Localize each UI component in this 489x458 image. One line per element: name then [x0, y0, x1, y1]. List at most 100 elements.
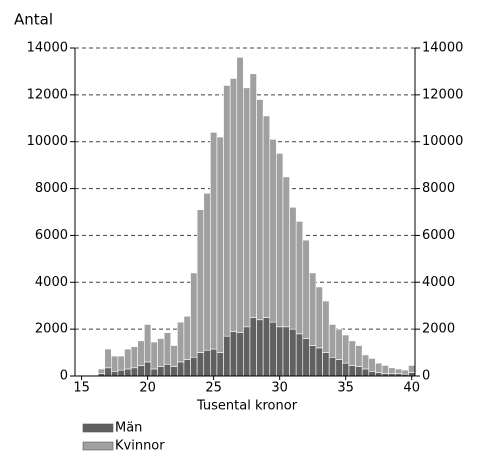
y2-tick-label: 8000 — [422, 181, 455, 196]
bar — [328, 356, 337, 377]
bar — [315, 286, 323, 349]
bar — [348, 365, 356, 377]
y-tick-label: 6000 — [35, 228, 68, 243]
bar — [117, 355, 125, 371]
bar — [190, 272, 198, 358]
bar — [137, 340, 145, 366]
legend-label: Kvinnor — [115, 439, 165, 454]
bar — [361, 354, 370, 370]
bar — [381, 365, 389, 374]
bar — [256, 99, 264, 321]
y-axis-title: Antal — [14, 11, 53, 29]
bar — [137, 365, 145, 377]
bar — [309, 272, 317, 346]
bar — [223, 335, 231, 377]
bar — [394, 368, 403, 374]
bar — [157, 338, 165, 367]
bar — [269, 321, 277, 377]
y-tick-label: 12000 — [27, 87, 68, 102]
bar — [144, 324, 152, 363]
bar — [282, 176, 290, 328]
bar — [111, 371, 119, 377]
legend-label: Män — [115, 421, 142, 436]
bar — [144, 361, 152, 377]
bar — [335, 328, 343, 360]
bar — [269, 139, 277, 323]
bar — [322, 352, 330, 377]
y2-tick-label: 0 — [422, 369, 430, 384]
bar — [177, 321, 185, 363]
y2-tick-label: 12000 — [422, 87, 463, 102]
bar — [355, 366, 363, 377]
bar — [276, 153, 284, 328]
y-tick-label: 10000 — [27, 134, 68, 149]
bar — [91, 374, 99, 376]
bar — [302, 239, 310, 339]
bar — [309, 345, 317, 377]
bar — [289, 207, 297, 330]
bar — [130, 346, 139, 369]
bar — [295, 221, 304, 335]
legend-swatch — [82, 441, 114, 451]
y-tick-label: 8000 — [35, 181, 68, 196]
y2-tick-label: 14000 — [422, 41, 463, 56]
bar — [216, 136, 224, 353]
bar — [408, 365, 416, 373]
bar — [183, 359, 191, 377]
bar — [361, 368, 370, 377]
bar — [289, 328, 297, 377]
bar — [355, 345, 363, 367]
bar — [97, 368, 106, 374]
bar — [302, 338, 310, 377]
bar — [348, 340, 356, 366]
bar — [210, 348, 218, 377]
bar — [196, 352, 205, 377]
bar — [249, 73, 257, 318]
y-tick-label: 2000 — [35, 322, 68, 337]
bar — [276, 326, 284, 377]
bar — [408, 372, 416, 377]
bar — [328, 324, 337, 358]
legend-swatch — [82, 423, 114, 433]
bar — [249, 317, 257, 377]
bar — [124, 368, 132, 377]
bar — [203, 349, 211, 377]
bar — [190, 356, 198, 377]
bar — [243, 87, 251, 328]
y2-tick-label: 6000 — [422, 228, 455, 243]
bar — [243, 326, 251, 377]
bar — [203, 192, 211, 351]
bar — [111, 355, 119, 372]
bar — [335, 359, 343, 377]
x-tick-label: 40 — [403, 381, 420, 396]
bar — [157, 366, 165, 377]
bar — [322, 300, 330, 353]
bar — [229, 331, 238, 377]
bar — [78, 374, 86, 376]
x-tick-label: 20 — [139, 381, 156, 396]
bar — [388, 367, 396, 374]
bar — [150, 368, 158, 377]
bar — [375, 362, 383, 373]
bar — [150, 341, 158, 370]
bar — [401, 369, 409, 375]
bar — [130, 367, 139, 377]
bar — [84, 374, 92, 376]
bar — [183, 315, 191, 360]
bar — [229, 78, 238, 332]
bar — [236, 332, 244, 377]
y-tick-label: 4000 — [35, 275, 68, 290]
bar — [117, 369, 125, 377]
y-tick-label: 14000 — [27, 41, 68, 56]
x-tick-label: 30 — [271, 381, 288, 396]
y2-tick-label: 4000 — [422, 275, 455, 290]
y-tick-label: 0 — [60, 369, 68, 384]
bar — [315, 347, 323, 377]
bar — [236, 57, 244, 333]
bar — [170, 345, 178, 367]
bar — [262, 317, 271, 377]
x-axis-title: Tusental kronor — [196, 399, 298, 414]
bar — [368, 371, 376, 377]
bar — [368, 358, 376, 372]
